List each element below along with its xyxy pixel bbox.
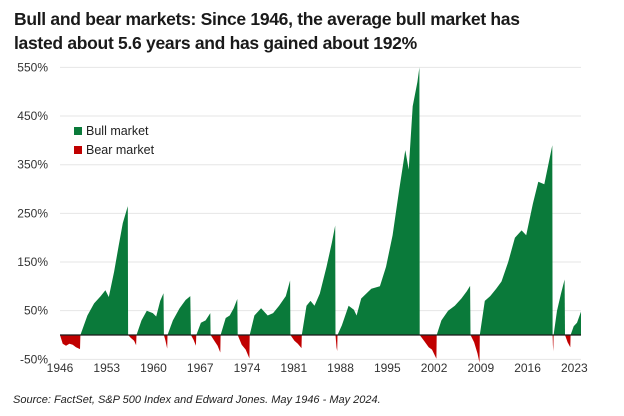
bear-market-area-2 [128,335,137,346]
bear-market-area-4 [163,335,168,349]
bull-market-area-11 [249,280,291,335]
y-tick-label: 350% [17,158,48,172]
x-tick-label: 1974 [234,361,261,375]
bear-market-area-20 [552,335,554,352]
bull-market-area-5 [167,296,191,335]
bear-market-area-10 [237,335,250,359]
legend: Bull market Bear market [74,124,155,157]
x-tick-label: 1953 [93,361,120,375]
bull-market-area-19 [479,145,553,335]
y-tick-label: 250% [17,206,48,220]
x-tick-label: 1981 [280,361,307,375]
bear-market-area-0 [60,335,81,350]
x-tick-label: 2002 [421,361,448,375]
chart-title-line-1: Bull and bear markets: Since 1946, the a… [14,9,520,29]
x-tick-label: 1967 [187,361,214,375]
x-tick-label: 1988 [327,361,354,375]
y-axis-tick-labels: -50% 50% 150% 250% 350% 450% 550% [17,60,48,366]
y-tick-label: 450% [17,109,48,123]
x-tick-label: 2023 [561,361,588,375]
bear-market-area-22 [565,335,571,348]
y-tick-label: 550% [17,60,48,74]
legend-label-bear: Bear market [86,143,155,157]
bear-market-area-12 [290,335,302,349]
bear-market-area-8 [210,335,221,353]
bull-market-area-15 [337,67,420,336]
y-tick-label: 50% [24,304,48,318]
bear-market-area-6 [190,335,197,346]
bull-market-area-21 [553,279,565,335]
market-areas [60,67,581,363]
bull-market-area-9 [220,299,238,335]
x-tick-label: 1946 [47,361,74,375]
x-tick-label: 1960 [140,361,167,375]
legend-swatch-bear [74,146,82,154]
bull-market-area-17 [436,285,471,335]
source-note: Source: FactSet, S&P 500 Index and Edwar… [13,394,381,406]
bear-market-area-18 [470,335,480,363]
bull-market-area-1 [80,206,129,335]
bull-market-area-3 [136,293,164,335]
x-tick-label: 1995 [374,361,401,375]
x-axis-tick-labels: 1946 1953 1960 1967 1974 1981 1988 1995 2002 2009… [47,361,588,375]
y-tick-label: -50% [20,352,48,366]
bull-market-area-23 [570,311,581,335]
bear-market-area-16 [419,335,437,359]
bull-market-area-7 [196,313,211,335]
bull-market-area-13 [301,225,336,335]
x-tick-label: 2009 [467,361,494,375]
y-tick-label: 150% [17,255,48,269]
x-tick-label: 2016 [514,361,541,375]
legend-swatch-bull [74,127,82,135]
legend-label-bull: Bull market [86,124,149,138]
chart-title-line-2: lasted about 5.6 years and has gained ab… [14,33,417,53]
bear-market-area-14 [335,335,338,352]
chart-title: Bull and bear markets: Since 1946, the a… [14,7,614,55]
